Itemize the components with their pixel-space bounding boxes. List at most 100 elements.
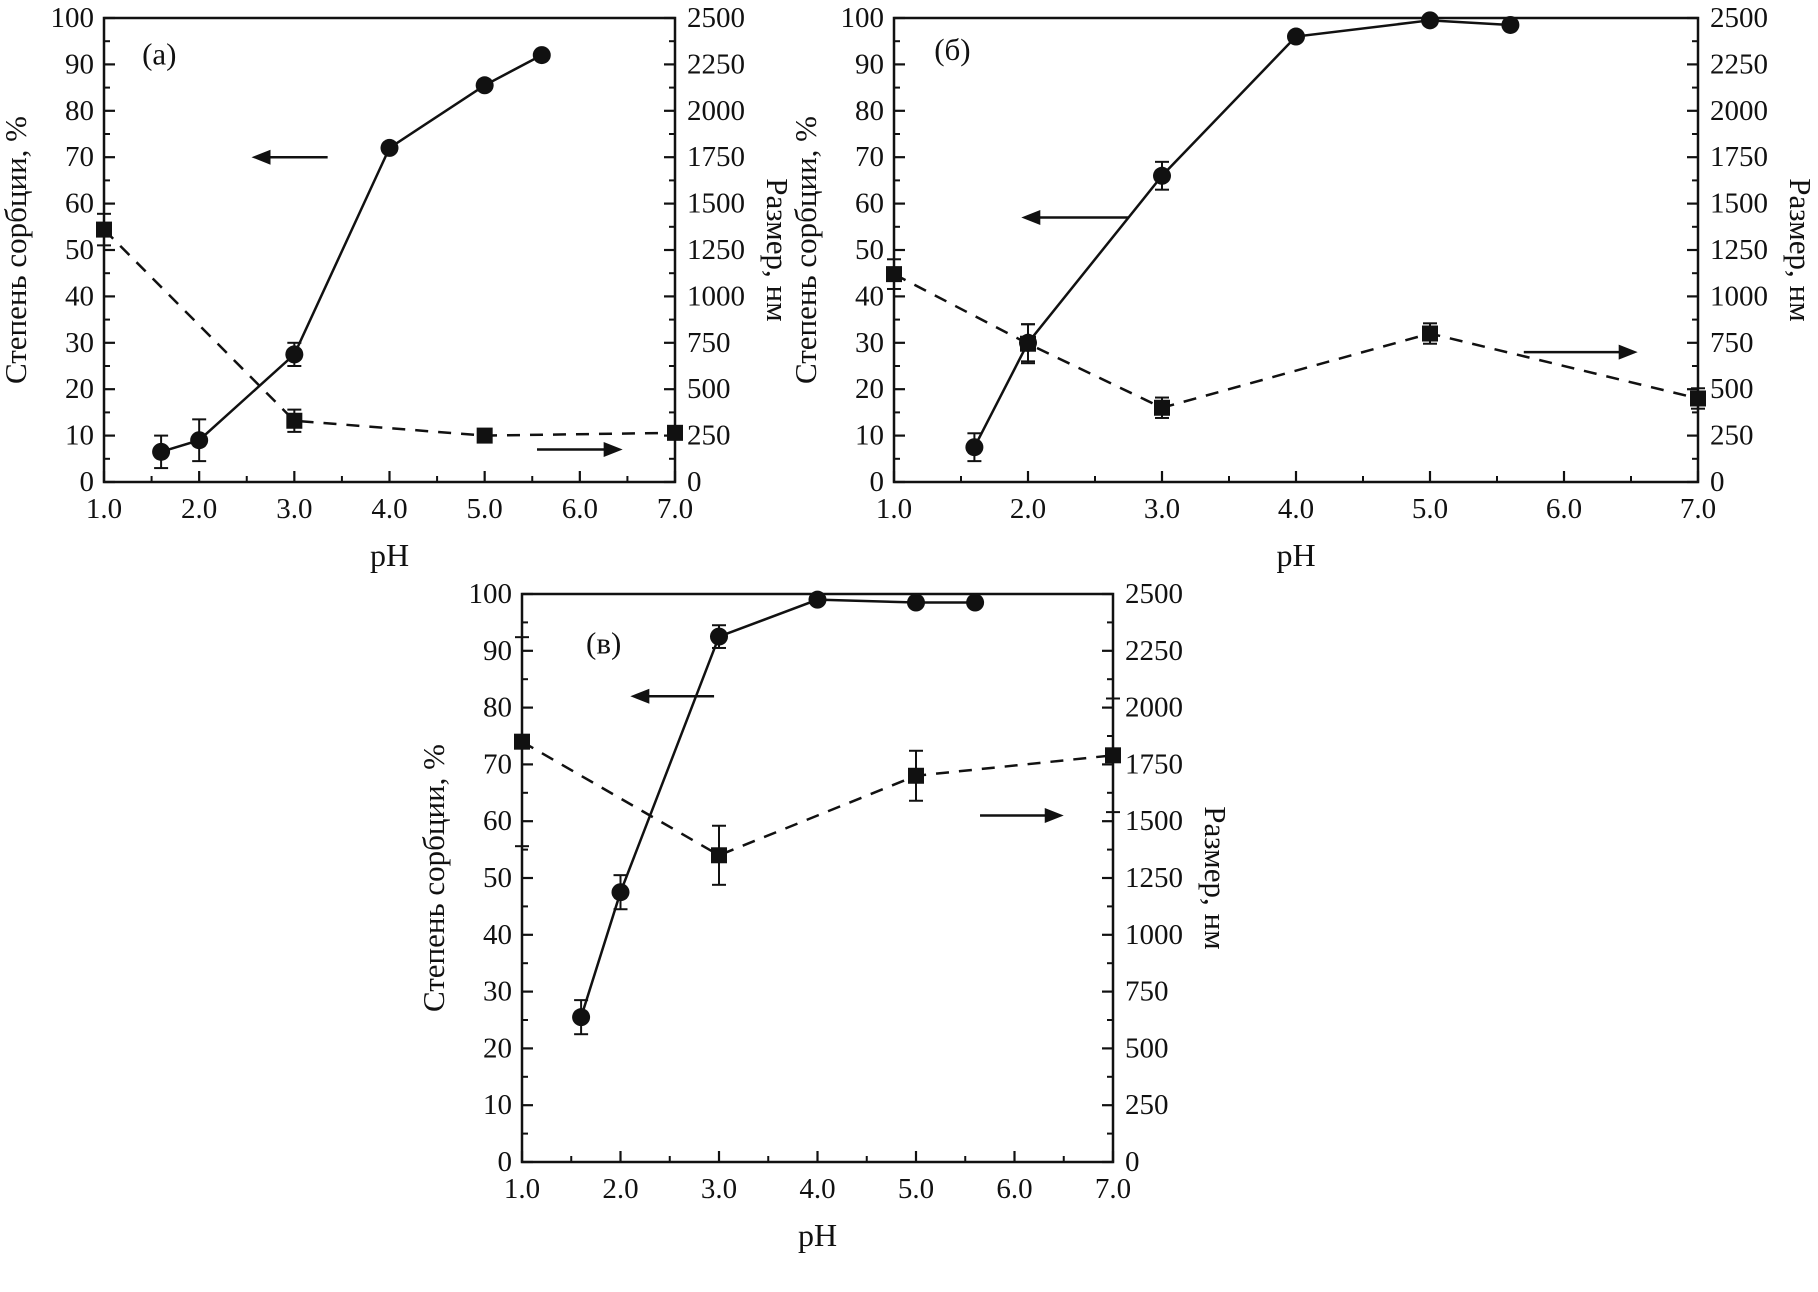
x-tick-label: 1.0 bbox=[504, 1173, 540, 1205]
x-axis-title: pH bbox=[798, 1217, 837, 1253]
arrowhead-icon bbox=[1618, 344, 1638, 360]
y-right-tick-label: 1500 bbox=[1710, 188, 1768, 220]
arrowhead-icon bbox=[603, 442, 623, 458]
y-right-tick-label: 1500 bbox=[1125, 805, 1183, 837]
x-axis-title: pH bbox=[1276, 537, 1315, 573]
y-left-tick-label: 80 bbox=[855, 95, 884, 127]
square-marker bbox=[514, 733, 530, 750]
x-tick-label: 4.0 bbox=[371, 493, 407, 525]
y-right-tick-label: 1250 bbox=[687, 234, 745, 266]
circle-marker bbox=[1153, 166, 1171, 185]
y-axis-left: 0 10 20 30 40 50 60 70 80 90 100 bbox=[469, 578, 533, 1178]
circle-marker bbox=[152, 442, 171, 461]
x-tick-label: 2.0 bbox=[181, 493, 217, 525]
x-axis: 1.0 2.0 3.0 4.0 5.0 6.0 7.0 bbox=[86, 471, 693, 525]
circle-marker bbox=[572, 1008, 591, 1027]
panel-label: (в) bbox=[586, 626, 621, 661]
x-tick-label: 7.0 bbox=[1680, 493, 1716, 525]
circle-marker bbox=[1421, 11, 1439, 30]
y-left-tick-label: 90 bbox=[65, 48, 94, 80]
x-tick-label: 1.0 bbox=[86, 493, 122, 525]
arrowhead-icon bbox=[1044, 808, 1064, 824]
y-right-tick-label: 1750 bbox=[687, 141, 745, 173]
y-right-tick-label: 1250 bbox=[1125, 862, 1183, 894]
y-right-tick-label: 2250 bbox=[687, 48, 745, 80]
arrowhead-icon bbox=[1021, 210, 1041, 226]
square-marker bbox=[1154, 399, 1170, 416]
y-left-tick-label: 10 bbox=[855, 420, 884, 452]
y-right-tick-label: 0 bbox=[1710, 466, 1725, 498]
series-sorption-degree-circle bbox=[152, 46, 551, 470]
chart-panel-v: 1.0 2.0 3.0 4.0 5.0 6.0 7.0 0 10 20 30 40 50 60 70 80 90… bbox=[416, 572, 1233, 1292]
y-right-tick-label: 750 bbox=[1125, 976, 1169, 1008]
x-tick-label: 5.0 bbox=[467, 493, 503, 525]
y-left-tick-label: 10 bbox=[483, 1089, 512, 1121]
plot-frame bbox=[102, 16, 677, 484]
square-marker bbox=[476, 427, 493, 444]
y-left-tick-label: 40 bbox=[65, 280, 94, 312]
y-left-tick-label: 50 bbox=[65, 234, 94, 266]
y-left-tick-label: 50 bbox=[483, 862, 512, 894]
x-tick-label: 3.0 bbox=[1144, 493, 1180, 525]
right-series-arrow bbox=[537, 442, 623, 458]
y-axis-left: 0 10 20 30 40 50 60 70 80 90 100 bbox=[51, 2, 115, 498]
y-axis-left-title: Степень сорбции, % bbox=[788, 116, 823, 384]
y-right-tick-label: 2250 bbox=[1125, 635, 1183, 667]
y-right-tick-label: 500 bbox=[687, 373, 731, 405]
y-left-tick-label: 0 bbox=[870, 466, 885, 498]
plot-frame bbox=[892, 16, 1700, 484]
series-sorption-degree-circle bbox=[572, 590, 985, 1036]
y-axis-right: 0 250 500 750 1000 1250 1500 1750 2000 2250 2500 bbox=[1687, 2, 1768, 498]
circle-marker bbox=[966, 593, 985, 612]
y-right-tick-label: 1000 bbox=[687, 280, 745, 312]
square-marker bbox=[1105, 747, 1121, 764]
y-axis-right-title: Размер, нм bbox=[760, 178, 795, 321]
y-axis-right-title: Размер, нм bbox=[1783, 178, 1818, 321]
y-left-tick-label: 20 bbox=[855, 373, 884, 405]
square-marker bbox=[96, 221, 112, 238]
y-right-tick-label: 2000 bbox=[687, 95, 745, 127]
series-particle-size-square bbox=[96, 212, 683, 444]
square-marker bbox=[711, 847, 727, 864]
y-left-tick-label: 60 bbox=[855, 188, 884, 220]
y-left-tick-label: 70 bbox=[65, 141, 94, 173]
y-right-tick-label: 1250 bbox=[1710, 234, 1768, 266]
circle-marker bbox=[475, 76, 494, 95]
y-right-tick-label: 750 bbox=[687, 327, 731, 359]
y-left-tick-label: 50 bbox=[855, 234, 884, 266]
square-marker bbox=[286, 412, 303, 429]
left-series-arrow bbox=[630, 688, 715, 704]
y-axis-left: 0 10 20 30 40 50 60 70 80 90 100 bbox=[841, 2, 905, 498]
y-right-tick-label: 2000 bbox=[1125, 692, 1183, 724]
y-left-tick-label: 80 bbox=[483, 692, 512, 724]
x-axis: 1.0 2.0 3.0 4.0 5.0 6.0 7.0 bbox=[504, 1151, 1131, 1205]
y-axis-right-title: Размер, нм bbox=[1198, 806, 1233, 949]
x-tick-label: 5.0 bbox=[898, 1173, 934, 1205]
x-tick-label: 7.0 bbox=[1095, 1173, 1131, 1205]
panel-label: (б) bbox=[934, 32, 970, 67]
x-axis-title: pH bbox=[370, 537, 409, 573]
x-tick-label: 5.0 bbox=[1412, 493, 1448, 525]
y-right-tick-label: 250 bbox=[687, 420, 731, 452]
series-sorption-degree-circle bbox=[965, 11, 1520, 463]
circle-marker bbox=[285, 345, 304, 364]
circle-marker bbox=[710, 627, 728, 646]
x-axis: 1.0 2.0 3.0 4.0 5.0 6.0 7.0 bbox=[876, 471, 1716, 525]
circle-marker bbox=[1019, 333, 1037, 352]
y-left-tick-label: 100 bbox=[841, 2, 885, 34]
y-left-tick-label: 30 bbox=[65, 327, 94, 359]
series-particle-size-square bbox=[514, 636, 1121, 886]
y-right-tick-label: 1750 bbox=[1125, 748, 1183, 780]
y-right-tick-label: 2000 bbox=[1710, 95, 1768, 127]
x-tick-label: 6.0 bbox=[562, 493, 598, 525]
square-marker bbox=[1422, 325, 1438, 342]
chart-panel-b: 1.0 2.0 3.0 4.0 5.0 6.0 7.0 0 10 20 30 40 50 60 70 80 90… bbox=[788, 0, 1818, 573]
y-axis-right: 0 250 500 750 1000 1250 1500 1750 2000 2250 2500 bbox=[664, 2, 745, 498]
circle-marker bbox=[532, 46, 551, 65]
y-right-tick-label: 1000 bbox=[1125, 919, 1183, 951]
y-axis-left-title: Степень сорбции, % bbox=[416, 744, 451, 1012]
y-left-tick-label: 80 bbox=[65, 95, 94, 127]
x-tick-label: 3.0 bbox=[701, 1173, 737, 1205]
y-right-tick-label: 2500 bbox=[1125, 578, 1183, 610]
y-left-tick-label: 90 bbox=[855, 48, 884, 80]
